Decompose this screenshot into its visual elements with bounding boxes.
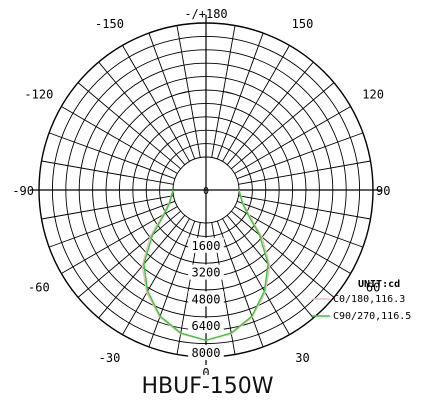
center-zero-label: 0 [203, 186, 209, 197]
grid-spoke [238, 195, 371, 220]
angle-label: 150 [292, 17, 314, 31]
radial-label-bg [188, 264, 224, 280]
legend-entry: C90/270,116.5 [333, 311, 411, 322]
grid-spoke [222, 218, 290, 335]
grid-spoke [222, 45, 290, 162]
radial-label-bg [188, 345, 224, 360]
radial-label-bg [188, 291, 224, 307]
radial-tick-label: 8000 [192, 346, 221, 360]
grid-spoke [238, 160, 371, 185]
angle-label: -90 [12, 184, 34, 198]
angle-label: 30 [295, 351, 309, 365]
grid-spoke [77, 210, 182, 298]
grid-spoke [61, 106, 178, 174]
grid-spoke [77, 82, 182, 170]
unit-label: UNIT:cd [358, 279, 400, 290]
angle-label: 90 [376, 184, 390, 198]
angle-label: -/+180 [184, 7, 227, 21]
legend: UNIT:cd C0/180,116.3 C90/270,116.5 [312, 279, 411, 322]
series-line [143, 189, 269, 342]
grid-spoke [236, 200, 364, 248]
series-curves [141, 189, 271, 342]
polar-grid [31, 15, 381, 365]
grid-spoke [41, 160, 174, 185]
radial-label-bg [188, 318, 224, 334]
grid-spoke [234, 206, 351, 274]
angle-label: 60 [366, 281, 380, 295]
grid-spoke [230, 210, 335, 298]
angle-label: -120 [24, 88, 53, 102]
grid-spoke [148, 32, 196, 160]
grid-spoke [122, 218, 190, 335]
radial-tick-labels: 1600 3200 4800 6400 8000 0 [188, 186, 224, 360]
angle-label: -150 [95, 17, 124, 31]
grid-spoke [48, 132, 176, 180]
grid-spoke [234, 106, 351, 174]
radial-label-bg [188, 237, 224, 253]
grid-spoke [61, 206, 178, 274]
radial-tick-label: 6400 [192, 319, 221, 333]
grid-spoke [236, 132, 364, 180]
grid-spoke [226, 61, 314, 166]
radial-tick-label: 1600 [192, 239, 221, 253]
grid-spoke [216, 220, 264, 348]
angle-labels: -/+180 150 120 90 60 30 0 -30 -60 -90 -120 -150 [12, 7, 390, 375]
grid-spoke [48, 200, 176, 248]
radial-tick-label: 4800 [192, 292, 221, 306]
legend-entry: C0/180,116.3 [333, 294, 405, 305]
grid-spoke [230, 82, 335, 170]
grid-spoke [211, 25, 236, 158]
angle-label: 120 [362, 88, 384, 102]
angle-label: 0 [202, 366, 209, 375]
grid-spoke [176, 25, 201, 158]
grid-spoke [98, 61, 186, 166]
grid-spoke [41, 195, 174, 220]
grid-spoke [148, 220, 196, 348]
grid-spoke [216, 32, 264, 160]
angle-label: -60 [28, 281, 50, 295]
angle-label: -30 [99, 351, 121, 365]
polar-chart: -/+180 150 120 90 60 30 0 -30 -60 -90 -120 -150 160… [12, 7, 411, 375]
grid-spoke [122, 45, 190, 162]
radial-tick-label: 3200 [192, 266, 221, 280]
chart-title: HBUF-150W [141, 374, 274, 399]
